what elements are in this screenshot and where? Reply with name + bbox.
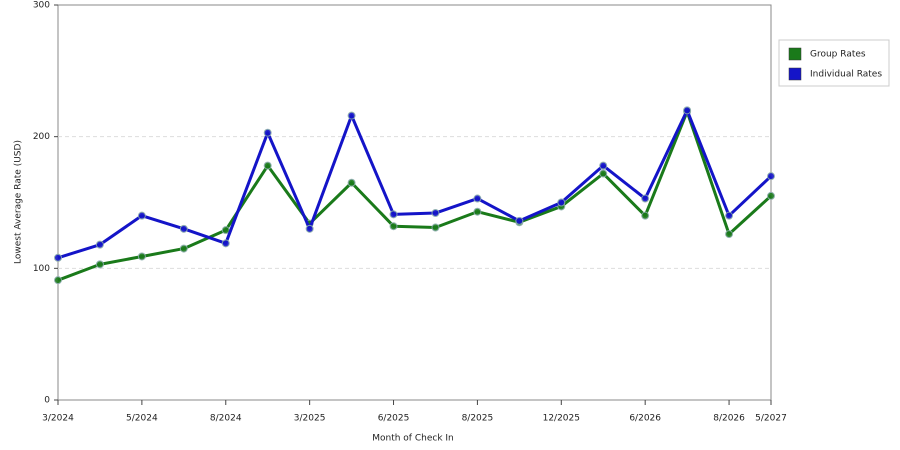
data-point [221,226,230,235]
plot-area [57,4,772,401]
data-point [473,207,482,216]
data-point [347,111,356,120]
x-axis-label: Month of Check In [372,434,454,444]
data-point [263,161,272,170]
y-tick-label: 0 [44,396,50,406]
legend-swatch [788,67,802,81]
data-point [137,211,146,220]
x-tick-label: 8/2025 [462,414,494,424]
data-point [557,198,566,207]
data-point [389,222,398,231]
data-point [725,230,734,239]
data-point [179,224,188,233]
data-point [641,194,650,203]
data-point [767,191,775,200]
data-point [54,253,62,262]
data-point [641,211,650,220]
x-tick-label: 3/2024 [42,414,74,424]
y-tick-label: 300 [33,1,50,11]
data-point [473,194,482,203]
legend-swatch [788,47,802,61]
x-tick-label: 5/2027 [755,414,787,424]
data-point [263,128,272,137]
data-point [683,106,692,115]
legend-label: Group Rates [810,50,866,60]
data-point [54,276,62,285]
data-point [515,216,524,225]
x-tick-label: 3/2025 [294,414,326,424]
data-point [767,172,775,181]
x-tick-label: 6/2025 [378,414,410,424]
x-tick-label: 6/2026 [629,414,661,424]
data-point [431,223,440,232]
x-tick-label: 8/2026 [713,414,745,424]
x-tick-label: 5/2024 [126,414,158,424]
data-point [221,239,230,248]
y-tick-label: 100 [33,264,50,274]
x-tick-label: 12/2025 [543,414,580,424]
legend-label: Individual Rates [810,70,882,80]
x-tick-label: 8/2024 [210,414,242,424]
data-point [95,240,104,249]
data-point [599,161,608,170]
series-line [57,110,773,282]
data-point [179,244,188,253]
data-point [137,252,146,261]
data-point [389,210,398,219]
data-point [305,224,314,233]
data-point [725,211,734,220]
data-point [95,260,104,269]
data-point [599,169,608,178]
y-tick-label: 200 [33,132,50,142]
data-point [431,209,440,218]
y-axis-label: Lowest Average Rate (USD) [14,140,24,264]
series-line [57,108,773,260]
data-point [347,178,356,187]
